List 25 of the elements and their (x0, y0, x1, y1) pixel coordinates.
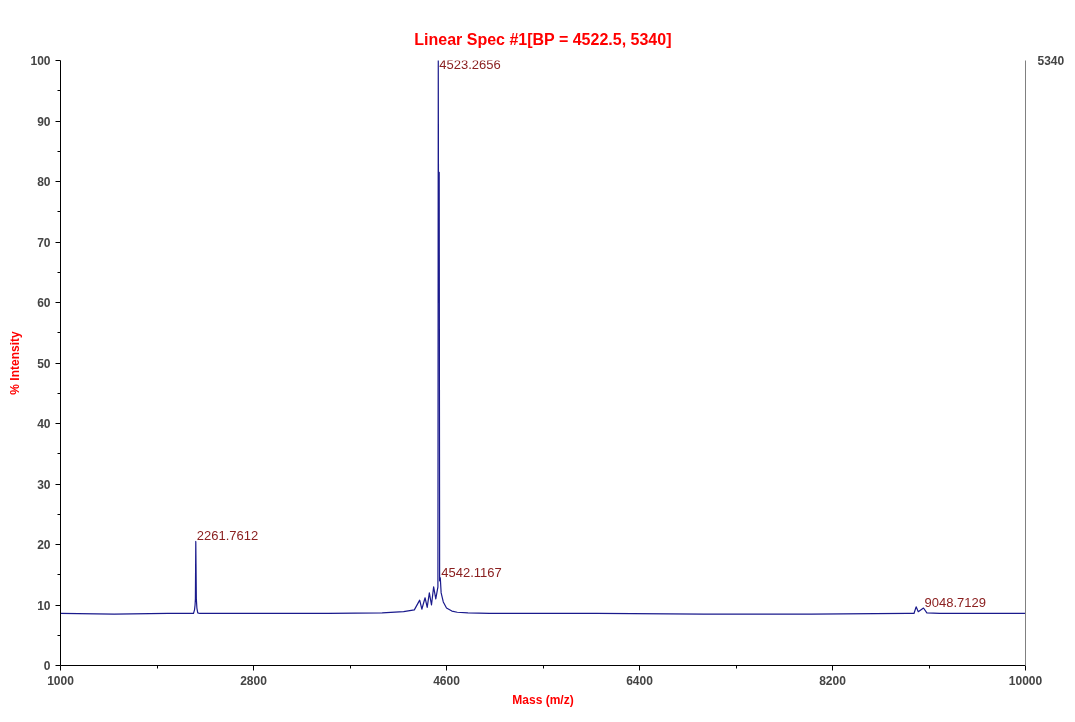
x-tick-label: 2800 (240, 673, 268, 688)
x-tick-label: 6400 (626, 673, 654, 688)
y-tick-label: 60 (37, 296, 51, 310)
y-tick-label: 50 (37, 356, 51, 371)
y-tick-label: 80 (37, 175, 51, 189)
y-tick-label: 20 (37, 538, 51, 552)
line-series (60, 60, 1026, 615)
chart-title: Linear Spec #1[BP = 4522.5, 5340] (414, 31, 672, 48)
x-tick-label: 1000 (47, 673, 75, 688)
x-tick-label: 8200 (819, 673, 847, 688)
y-tick-label: 70 (37, 235, 51, 250)
y-tick-label: 30 (37, 477, 51, 492)
y-tick-label: 0 (43, 659, 51, 673)
y-tick-label: 10 (37, 598, 51, 613)
y-axis-title: % Intensity (8, 331, 23, 395)
annotation: 9048.7129 (924, 595, 986, 611)
annotation: 4542.1167 (441, 564, 502, 580)
annotation: 2261.7612 (196, 528, 259, 544)
x-axis-title: Mass (m/z) (512, 692, 574, 707)
x-tick-label: 4600 (433, 673, 461, 688)
y-tick-label: 40 (37, 417, 51, 431)
x-tick-label: 10000 (1008, 673, 1043, 688)
text: 5340 (1037, 54, 1065, 68)
y-tick-label: 100 (30, 54, 51, 68)
y-tick-label: 90 (37, 114, 51, 129)
